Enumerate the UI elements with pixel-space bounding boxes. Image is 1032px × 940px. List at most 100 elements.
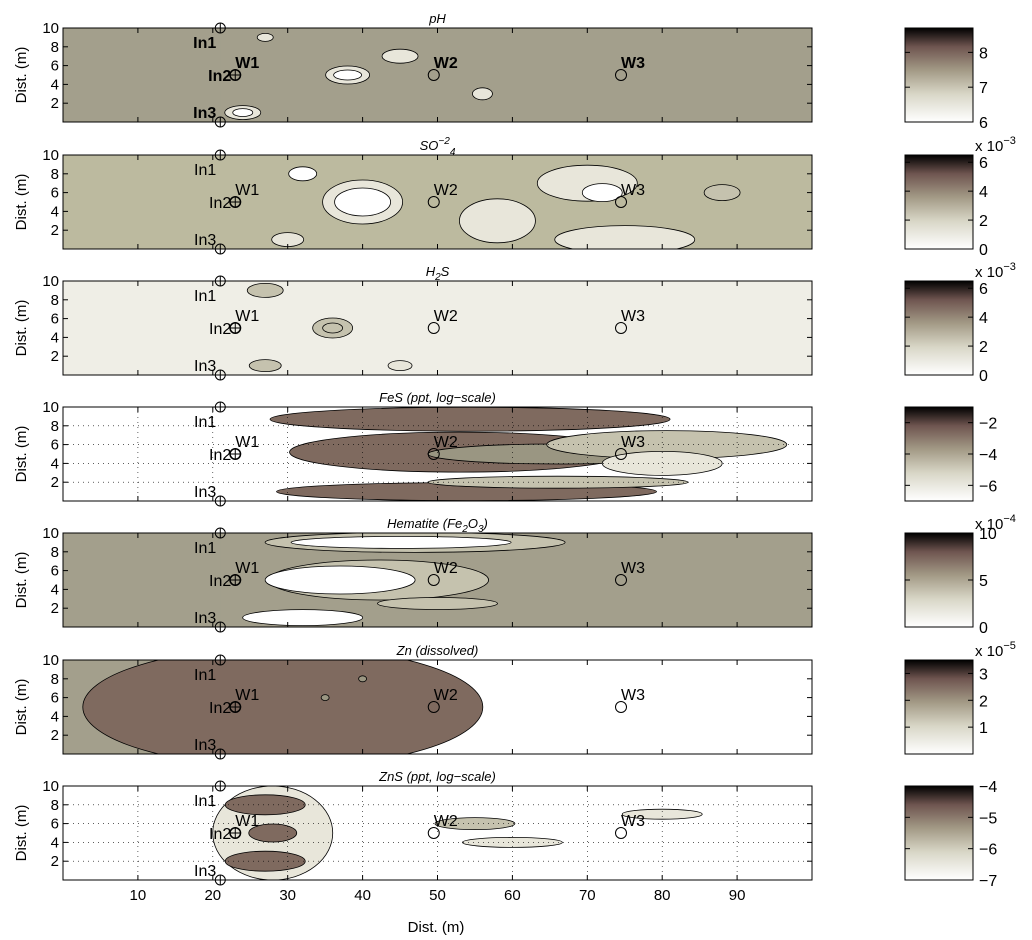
colorbar-exponent-power: −3 [1003, 135, 1016, 147]
x-tick-label: 10 [130, 887, 147, 904]
injection-label: In3 [194, 737, 216, 754]
contour-level-3 [246, 282, 284, 298]
x-tick-label: 70 [579, 887, 596, 904]
contour-level-5 [581, 183, 623, 203]
colorbar-tick-label: 5 [979, 573, 988, 590]
upstream-region [63, 281, 221, 375]
title-part: ZnS (ppt, log−scale) [378, 769, 496, 784]
colorbar-tick-label: 7 [979, 80, 988, 97]
colorbar-gradient [904, 532, 974, 628]
well-marker [427, 448, 440, 460]
injection-label: In3 [194, 863, 216, 880]
contour-field [63, 407, 812, 501]
well-label: W2 [434, 55, 458, 72]
y-axis-label: Dist. (m) [13, 805, 30, 862]
colorbar-exponent-power: −4 [1003, 513, 1016, 525]
well-label: W1 [235, 434, 259, 451]
y-axis-label: Dist. (m) [13, 552, 30, 609]
colorbar-5: 0 5 10x 10−4 [904, 513, 1016, 637]
contour-level-3 [224, 850, 306, 872]
colorbar-exponent: x 10−3 [975, 261, 1016, 281]
title-part: 2 [461, 524, 468, 535]
contour-level-5 [387, 360, 413, 372]
injection-marker [214, 369, 226, 381]
colorbar-gradient [904, 785, 974, 881]
upstream-region [63, 786, 221, 880]
x-tick-label: 40 [354, 887, 371, 904]
x-tick-label: 60 [504, 887, 521, 904]
contour-level-5 [242, 609, 364, 626]
colorbar-gradient [904, 659, 974, 755]
well-label: W3 [621, 55, 645, 72]
colorbar-gradient [904, 406, 974, 502]
title-part: 2 [434, 272, 441, 283]
contour-level-7 [256, 33, 274, 42]
well-label: W1 [235, 560, 259, 577]
y-tick-label: 4 [51, 329, 59, 346]
colorbar-3: 0 2 4 6x 10−3 [904, 261, 1016, 385]
well-marker [427, 196, 440, 208]
upstream-region [63, 533, 221, 627]
injection-label: In1 [194, 414, 216, 431]
contour-level-3 [381, 48, 419, 64]
well-marker [427, 701, 440, 713]
contour-field [63, 28, 812, 122]
colorbar-tick-label: 2 [979, 339, 988, 356]
contour-level-2 [290, 536, 512, 549]
well-label: W2 [434, 560, 458, 577]
contour-level-1 [269, 407, 671, 432]
title-part: 4 [450, 147, 456, 158]
well-marker [427, 322, 440, 334]
well-label: W1 [235, 813, 259, 830]
title-part: Zn (dissolved) [396, 643, 479, 658]
panel-title: FeS (ppt, log−scale) [379, 390, 496, 405]
well-label: W2 [434, 687, 458, 704]
y-tick-label: 8 [51, 39, 59, 56]
upstream-region [63, 407, 221, 501]
colorbar-2: 0 2 4 6x 10−3 [904, 135, 1016, 259]
plot-panel-6: 2 46 8 10 Dist. (m) Zn (dissolved) In1 In2 In3 W1… [13, 643, 813, 760]
well-marker [229, 701, 242, 713]
injection-marker [214, 116, 226, 128]
injection-label: In2 [209, 321, 231, 338]
panel-title: pH [428, 11, 446, 26]
contour-field [63, 660, 812, 754]
title-part: FeS (ppt, log−scale) [379, 390, 496, 405]
colorbar-gradient [904, 154, 974, 250]
well-label: W2 [434, 182, 458, 199]
colorbar-tick-label: 3 [979, 666, 988, 683]
well-label: W1 [235, 687, 259, 704]
well-label: W3 [621, 182, 645, 199]
well-marker [229, 196, 242, 208]
contour-level-9 [288, 166, 318, 182]
title-part: SO [420, 138, 439, 153]
well-label: W1 [235, 182, 259, 199]
injection-label: In3 [194, 232, 216, 249]
colorbar-tick-label: −4 [979, 447, 997, 464]
y-axis-label: Dist. (m) [13, 300, 30, 357]
colorbar-tick-label: −6 [979, 478, 997, 495]
y-tick-label: 6 [51, 311, 59, 328]
colorbar-1: 6 7 8 [904, 27, 988, 132]
injection-label: In3 [194, 610, 216, 627]
y-tick-label: 2 [51, 222, 59, 239]
x-tick-label: 30 [279, 887, 296, 904]
contour-level-8 [554, 225, 696, 249]
contour-level-2 [333, 69, 363, 81]
colorbar-4: −6 −4 −2 [904, 406, 997, 502]
contour-level-5 [434, 817, 516, 830]
y-tick-label: 8 [51, 292, 59, 309]
y-tick-label: 2 [51, 600, 59, 617]
contour-level-4 [264, 565, 416, 595]
title-part: −2 [438, 136, 450, 147]
contour-field [63, 281, 812, 375]
contour-level-6 [462, 837, 563, 848]
contour-level-2 [224, 794, 306, 816]
y-tick-label: 10 [42, 147, 59, 164]
y-tick-label: 4 [51, 581, 59, 598]
x-axis-label: Dist. (m) [408, 919, 465, 936]
y-tick-label: 8 [51, 797, 59, 814]
contour-level-6 [472, 87, 493, 101]
